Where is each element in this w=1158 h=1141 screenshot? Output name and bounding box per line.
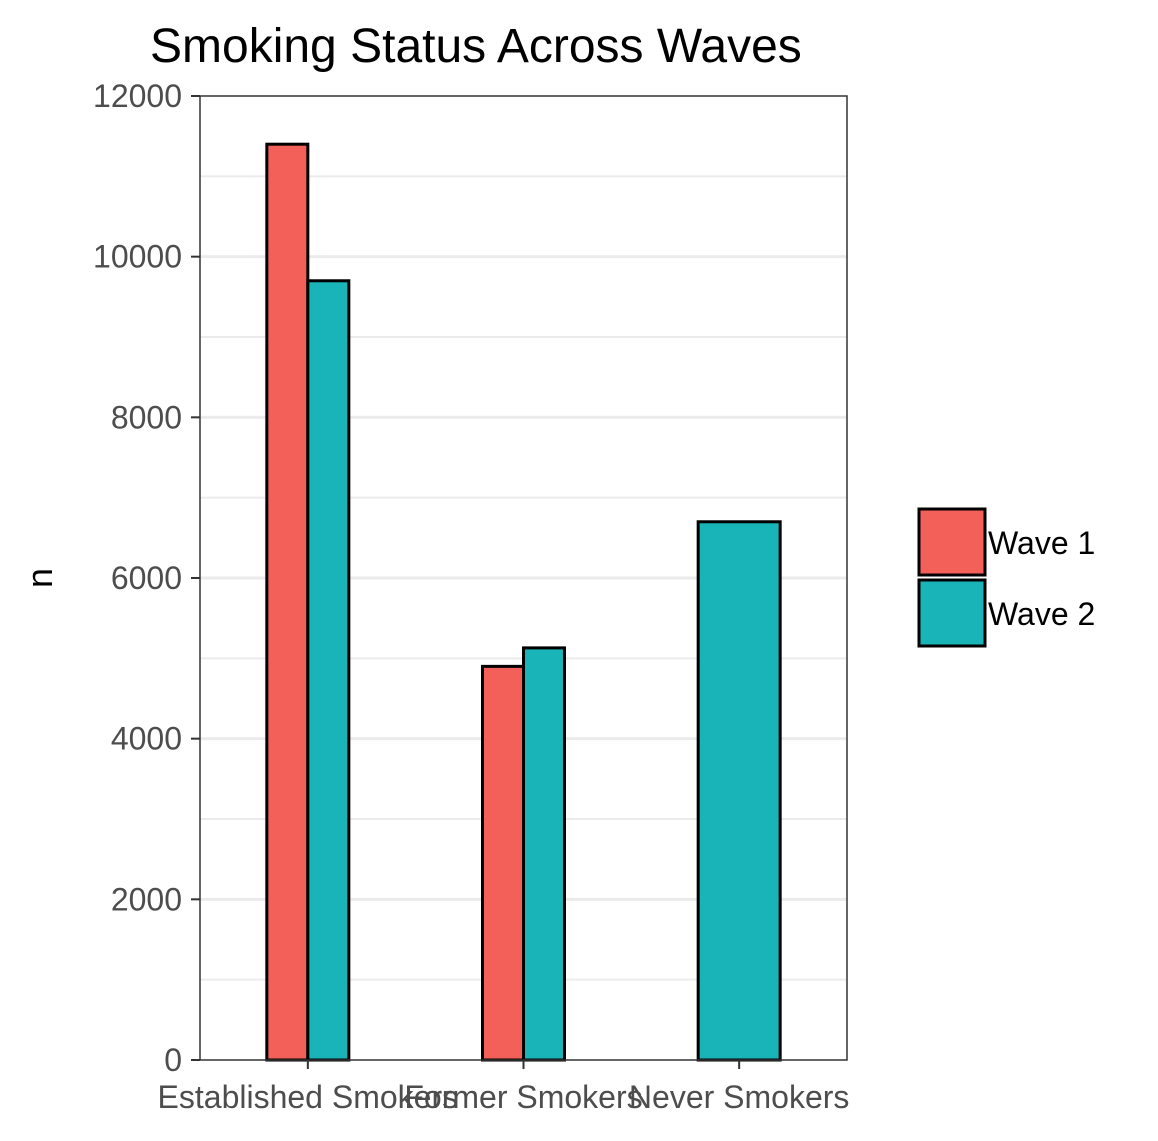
legend: Wave 1 Wave 2 <box>917 507 1095 648</box>
bar-wave-1-established-smokers <box>265 142 310 1062</box>
y-tick-label: 4000 <box>111 721 182 757</box>
legend-label-wave-1: Wave 1 <box>988 525 1095 561</box>
x-tick-label: Established Smokers <box>158 1079 459 1115</box>
y-tick-label: 0 <box>164 1042 182 1078</box>
bar-wave-1-former-smokers <box>481 664 525 1062</box>
y-axis: 0 2000 4000 6000 8000 10000 12000 <box>93 78 200 1078</box>
legend-label-wave-2: Wave 2 <box>988 596 1095 632</box>
legend-key-wave-1 <box>917 507 987 577</box>
y-axis-title: n <box>19 568 60 588</box>
bars <box>265 142 782 1062</box>
y-tick-label: 12000 <box>93 78 182 114</box>
x-tick-label: Never Smokers <box>629 1079 850 1115</box>
y-tick-label: 2000 <box>111 881 182 917</box>
y-tick-label: 8000 <box>111 399 182 435</box>
y-tick-label: 10000 <box>93 239 182 275</box>
bar-wave-2-established-smokers <box>306 279 351 1062</box>
chart-title: Smoking Status Across Waves <box>150 20 802 73</box>
x-tick-label: Former Smokers <box>404 1079 642 1115</box>
y-tick-label: 6000 <box>111 560 182 596</box>
bar-wave-2-never-smokers <box>696 520 782 1062</box>
legend-key-wave-2 <box>917 578 987 648</box>
bar-wave-2-former-smokers <box>522 646 566 1062</box>
